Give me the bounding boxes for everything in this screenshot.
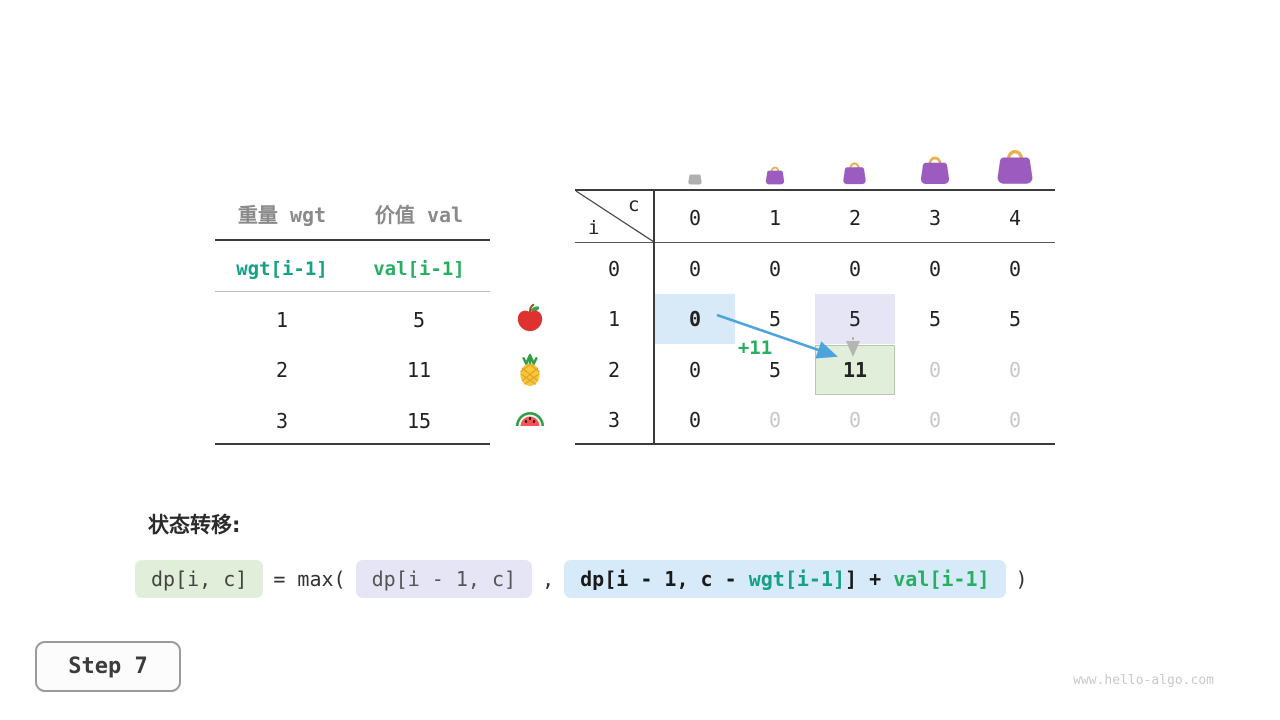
item-val-1: 5 xyxy=(412,308,426,332)
dp-col-header: 2 xyxy=(848,206,862,230)
watermelon-icon xyxy=(514,405,546,437)
handbag-icon xyxy=(918,151,952,185)
transition-heading: 状态转移: xyxy=(148,513,241,537)
apple-icon xyxy=(515,303,545,333)
item-wgt-2: 2 xyxy=(275,358,289,382)
formula-val-term: val[i-1] xyxy=(893,567,990,591)
formula-comma: , xyxy=(542,567,555,591)
formula-dp-current: dp[i, c] xyxy=(135,560,264,598)
dp-col-header: 3 xyxy=(928,206,942,230)
item-table-header-weight: 重量 wgt xyxy=(237,203,327,227)
dp-row-header: 3 xyxy=(607,408,621,432)
formula-close-paren: ) xyxy=(1015,567,1028,591)
dp-corner-col-label: c xyxy=(628,194,640,216)
divider xyxy=(215,239,490,241)
dp-cell-0-2: 0 xyxy=(848,257,862,281)
dp-cell-3-1: 0 xyxy=(768,408,782,432)
pineapple-icon xyxy=(513,353,547,387)
dp-cell-3-3: 0 xyxy=(928,408,942,432)
dp-row-header: 0 xyxy=(607,257,621,281)
dp-cell-1-0-source: 0 xyxy=(655,294,735,344)
dp-cell-1-3: 5 xyxy=(928,307,942,331)
step-button[interactable]: Step 7 xyxy=(35,641,181,692)
gain-label: +11 xyxy=(737,337,773,359)
handbag-icon xyxy=(841,158,868,185)
handbag-icon xyxy=(764,163,786,185)
divider xyxy=(215,291,490,292)
formula-wgt-term: wgt[i-1] xyxy=(748,567,846,591)
dp-corner-row-label: i xyxy=(588,217,600,239)
item-val-3: 15 xyxy=(406,409,432,433)
divider xyxy=(215,443,490,445)
dp-cell-3-4: 0 xyxy=(1008,408,1022,432)
dp-col-header: 4 xyxy=(1008,206,1022,230)
watermark: www.hello-algo.com xyxy=(1073,673,1214,688)
dp-cell-2-0: 0 xyxy=(688,358,702,382)
dp-cell-0-4: 0 xyxy=(1008,257,1022,281)
handbag-icon-empty xyxy=(687,169,703,185)
dp-cell-2-1: 5 xyxy=(768,358,782,382)
divider xyxy=(575,189,1055,191)
dp-cell-1-4: 5 xyxy=(1008,307,1022,331)
item-table-header-value: 价值 val xyxy=(374,203,464,227)
dp-cell-2-2-current: 11 xyxy=(815,345,895,395)
formula-dp-take: dp[i - 1, c - wgt[i-1]] + val[i-1] xyxy=(564,560,1006,598)
item-wgt-1: 1 xyxy=(275,308,289,332)
item-table-wgt-formula: wgt[i-1] xyxy=(236,258,328,280)
item-val-2: 11 xyxy=(406,358,432,382)
dp-row-header: 1 xyxy=(607,307,621,331)
dp-cell-2-3: 0 xyxy=(928,358,942,382)
transition-formula: dp[i, c] = max( dp[i - 1, c] , dp[i - 1,… xyxy=(135,560,1028,598)
dp-cell-0-1: 0 xyxy=(768,257,782,281)
dp-col-header: 0 xyxy=(688,206,702,230)
divider xyxy=(653,189,655,445)
dp-cell-3-2: 0 xyxy=(848,408,862,432)
dp-col-header: 1 xyxy=(768,206,782,230)
dp-cell-3-0: 0 xyxy=(688,408,702,432)
item-table-val-formula: val[i-1] xyxy=(373,258,465,280)
handbag-icon xyxy=(994,143,1036,185)
formula-dp-take-prefix: dp[i - 1, c - xyxy=(580,567,749,591)
dp-row-header: 2 xyxy=(607,358,621,382)
item-wgt-3: 3 xyxy=(275,409,289,433)
formula-equals-max: = max( xyxy=(273,567,346,591)
formula-dp-take-mid: ] + xyxy=(845,567,894,591)
dp-cell-2-4: 0 xyxy=(1008,358,1022,382)
divider xyxy=(575,242,1055,243)
divider xyxy=(575,443,1055,445)
dp-cell-0-0: 0 xyxy=(688,257,702,281)
dp-cell-1-2-above: 5 xyxy=(815,294,895,344)
dp-cell-0-3: 0 xyxy=(928,257,942,281)
formula-dp-skip: dp[i - 1, c] xyxy=(355,560,533,598)
